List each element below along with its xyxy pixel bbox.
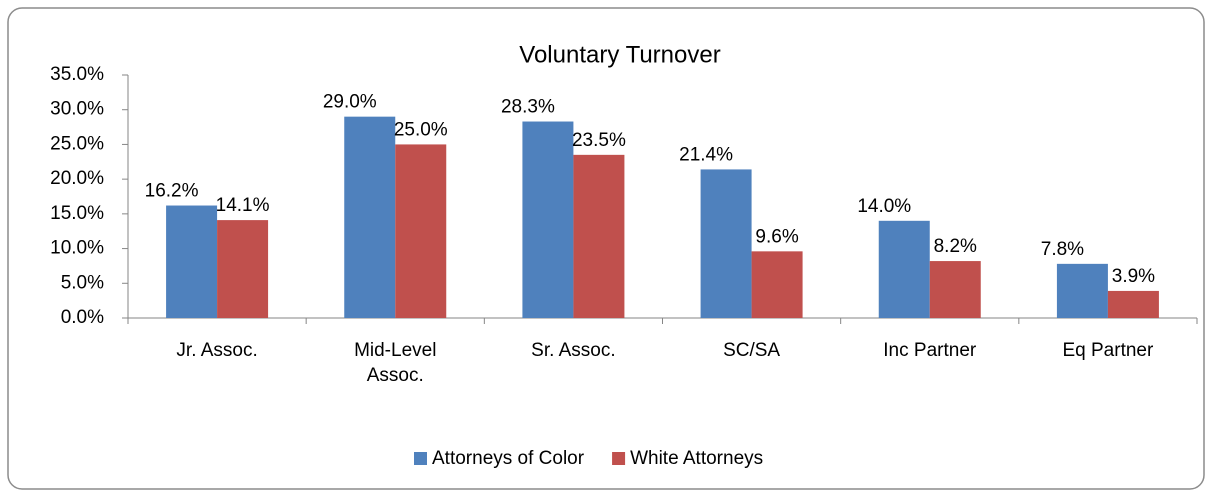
value-label: 16.2% <box>145 181 199 202</box>
value-label: 8.2% <box>934 236 977 257</box>
bar <box>522 121 574 318</box>
y-tick-label: 30.0% <box>50 99 104 120</box>
legend-swatch <box>612 452 626 465</box>
y-tick-label: 10.0% <box>50 238 104 259</box>
y-tick-label: 25.0% <box>50 133 104 154</box>
value-label: 14.1% <box>216 195 270 216</box>
value-label: 14.0% <box>857 196 911 217</box>
value-label: 25.0% <box>394 119 448 140</box>
value-label: 9.6% <box>755 226 798 247</box>
bar <box>344 116 396 319</box>
y-tick-label: 15.0% <box>50 203 104 224</box>
x-tick-label: Inc Partner <box>883 340 977 361</box>
y-tick-label: 35.0% <box>50 64 104 85</box>
value-label: 28.3% <box>501 97 555 118</box>
chart-title: Voluntary Turnover <box>519 41 720 68</box>
x-tick-label: Eq Partner <box>1062 340 1154 361</box>
bar <box>217 220 269 318</box>
value-label: 3.9% <box>1112 266 1155 287</box>
x-tick-label: Sr. Assoc. <box>531 340 616 361</box>
bar <box>166 205 218 318</box>
bar <box>878 220 930 318</box>
bar <box>1107 290 1159 318</box>
y-tick-label: 0.0% <box>61 307 104 328</box>
y-tick-label: 5.0% <box>61 272 104 293</box>
value-label: 21.4% <box>679 144 733 165</box>
bar <box>700 169 752 318</box>
x-tick-label: SC/SA <box>723 340 781 361</box>
bar <box>751 251 803 318</box>
legend-swatch <box>414 452 427 465</box>
value-label: 23.5% <box>572 130 626 151</box>
value-label: 7.8% <box>1041 239 1084 260</box>
x-tick-label: Mid-Level Assoc. <box>354 340 437 386</box>
bar <box>929 261 981 318</box>
bar <box>1056 263 1108 318</box>
bar <box>395 144 447 318</box>
legend-label: White Attorneys <box>630 448 763 469</box>
x-tick-label: Jr. Assoc. <box>176 340 258 361</box>
y-tick-label: 20.0% <box>50 168 104 189</box>
value-label: 29.0% <box>323 92 377 113</box>
bar <box>573 154 625 318</box>
legend-label: Attorneys of Color <box>432 448 585 469</box>
